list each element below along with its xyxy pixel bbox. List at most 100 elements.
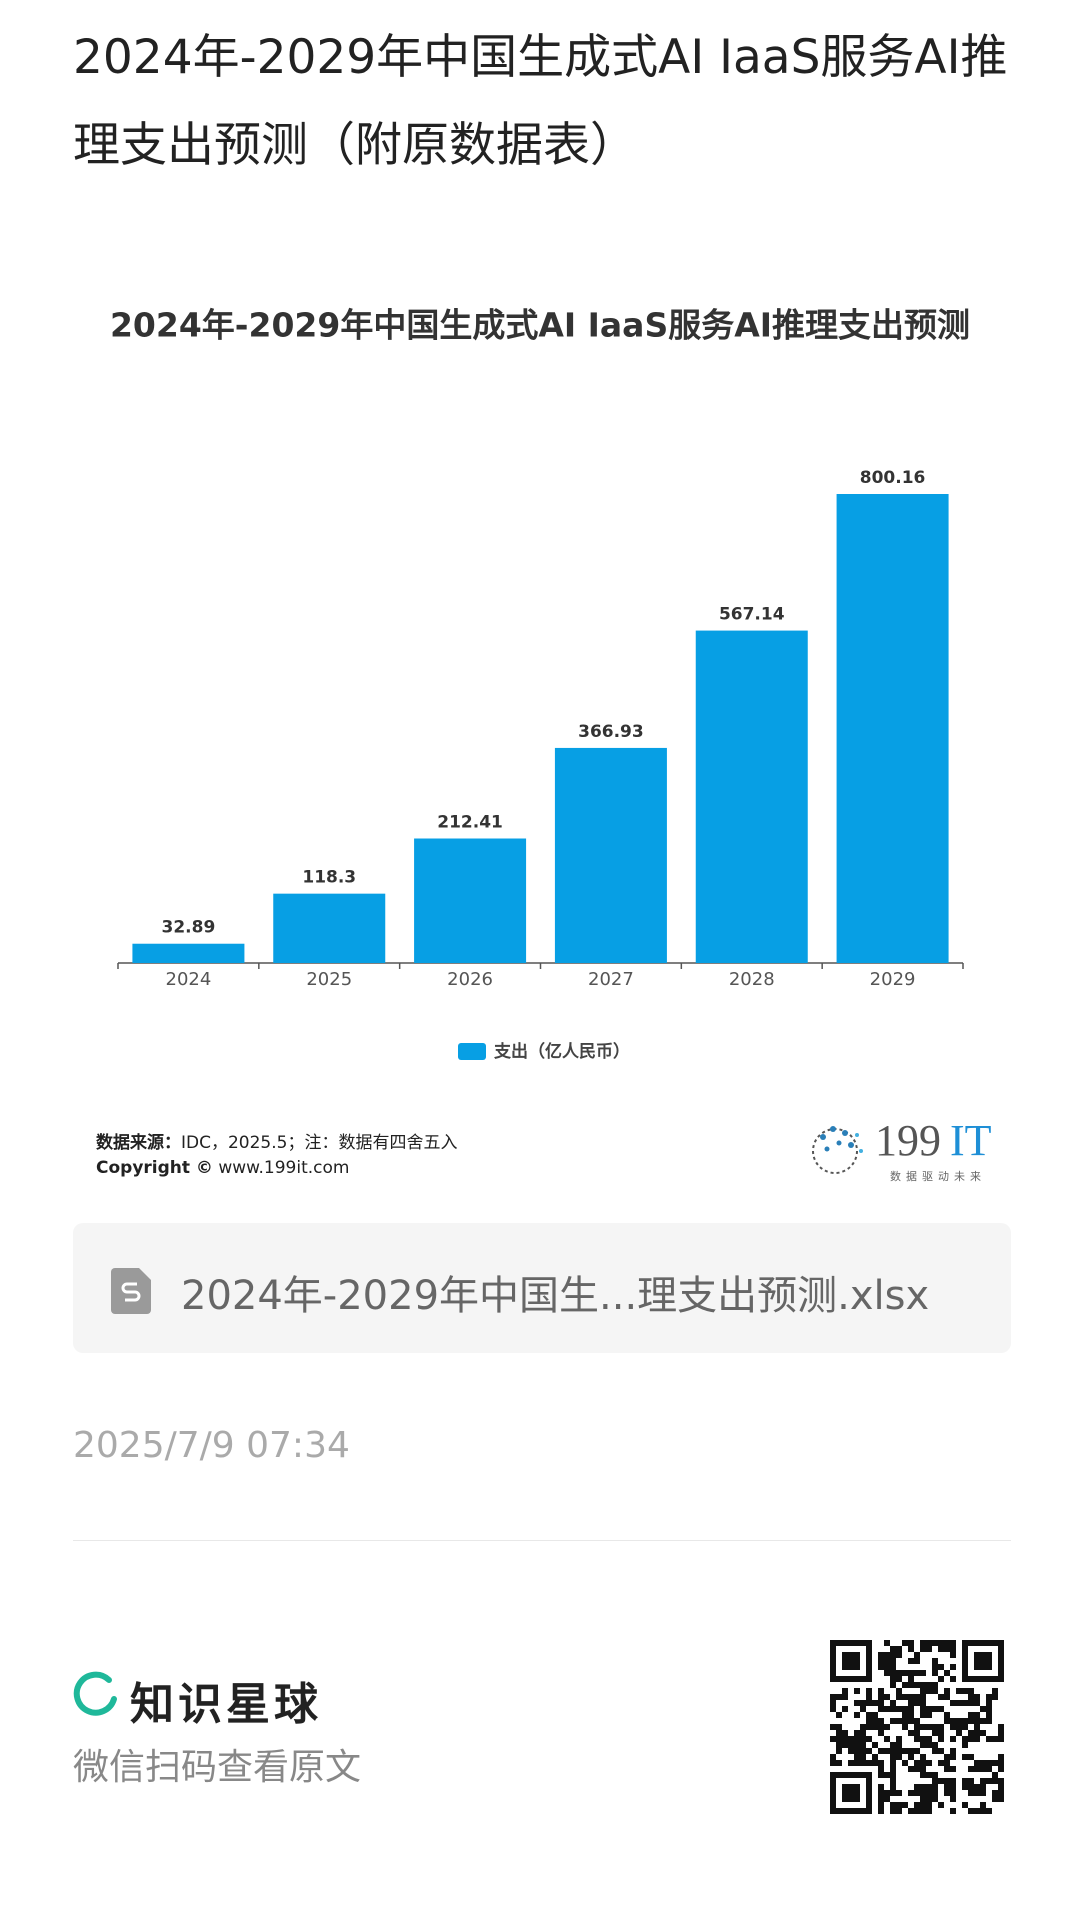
qr-module [890, 1742, 896, 1748]
qr-module [902, 1718, 908, 1724]
qr-module [998, 1676, 1004, 1682]
qr-module [872, 1754, 878, 1760]
qr-module [986, 1658, 992, 1664]
qr-module [938, 1646, 944, 1652]
qr-module [938, 1760, 944, 1766]
qr-module [944, 1778, 950, 1784]
qr-module [842, 1694, 848, 1700]
qr-module [914, 1790, 920, 1796]
qr-module [932, 1748, 938, 1754]
logo-digits: 199 [875, 1116, 941, 1165]
qr-module [980, 1640, 986, 1646]
qr-module [914, 1748, 920, 1754]
attachment-card[interactable]: 2024年-2029年中国生...理支出预测.xlsx [73, 1223, 1011, 1353]
qr-module [830, 1790, 836, 1796]
value-label: 212.41 [437, 812, 503, 832]
qr-module [908, 1676, 914, 1682]
qr-module [842, 1652, 848, 1658]
qr-module [914, 1682, 920, 1688]
x-tick-label: 2024 [166, 969, 212, 990]
qr-module [992, 1772, 998, 1778]
qr-module [878, 1664, 884, 1670]
qr-module [854, 1676, 860, 1682]
qr-module [836, 1724, 842, 1730]
qr-module [938, 1736, 944, 1742]
qr-module [944, 1718, 950, 1724]
qr-module [926, 1682, 932, 1688]
qr-module [896, 1718, 902, 1724]
qr-module [950, 1796, 956, 1802]
qr-module [932, 1688, 938, 1694]
qr-module [872, 1724, 878, 1730]
qr-module [950, 1676, 956, 1682]
qr-module [974, 1640, 980, 1646]
qr-module [962, 1652, 968, 1658]
qr-module [998, 1790, 1004, 1796]
qr-module [878, 1760, 884, 1766]
qr-module [944, 1694, 950, 1700]
qr-module [968, 1676, 974, 1682]
qr-module [866, 1796, 872, 1802]
qr-module [914, 1658, 920, 1664]
qr-module [878, 1718, 884, 1724]
qr-module [866, 1652, 872, 1658]
qr-module [986, 1718, 992, 1724]
qr-module [854, 1658, 860, 1664]
value-label: 800.16 [860, 468, 926, 488]
qr-module [902, 1724, 908, 1730]
qr-module [854, 1730, 860, 1736]
qr-module [950, 1790, 956, 1796]
qr-module [854, 1664, 860, 1670]
qr-module [938, 1694, 944, 1700]
qr-module [974, 1730, 980, 1736]
qr-module [896, 1808, 902, 1814]
qr-module [836, 1730, 842, 1736]
value-label: 366.93 [578, 722, 644, 742]
qr-module [896, 1688, 902, 1694]
qr-module [836, 1742, 842, 1748]
qr-module [938, 1640, 944, 1646]
qr-module [992, 1640, 998, 1646]
x-tick-label: 2026 [447, 969, 493, 990]
qr-module [944, 1784, 950, 1790]
qr-module [932, 1796, 938, 1802]
qr-module [986, 1778, 992, 1784]
qr-module [848, 1748, 854, 1754]
qr-module [884, 1748, 890, 1754]
qr-module [914, 1760, 920, 1766]
qr-module [830, 1778, 836, 1784]
qr-module [830, 1646, 836, 1652]
qr-module [872, 1760, 878, 1766]
value-label: 118.3 [302, 868, 356, 888]
qr-module [836, 1808, 842, 1814]
qr-module [944, 1712, 950, 1718]
qr-module [956, 1718, 962, 1724]
qr-module [920, 1754, 926, 1760]
qr-module [830, 1784, 836, 1790]
qr-module [926, 1802, 932, 1808]
timestamp: 2025/7/9 07:34 [73, 1425, 350, 1466]
qr-module [986, 1640, 992, 1646]
qr-module [950, 1748, 956, 1754]
qr-module [950, 1736, 956, 1742]
qr-module [968, 1784, 974, 1790]
qr-module [878, 1784, 884, 1790]
qr-module [920, 1808, 926, 1814]
qr-module [902, 1712, 908, 1718]
qr-module [962, 1676, 968, 1682]
qr-module [908, 1730, 914, 1736]
qr-module [926, 1712, 932, 1718]
qr-module [896, 1790, 902, 1796]
qr-code [830, 1640, 1004, 1814]
qr-module [896, 1706, 902, 1712]
qr-module [842, 1730, 848, 1736]
qr-module [926, 1790, 932, 1796]
qr-module [920, 1682, 926, 1688]
qr-module [860, 1754, 866, 1760]
qr-module [926, 1736, 932, 1742]
qr-module [884, 1724, 890, 1730]
bar [132, 943, 245, 963]
qr-module [848, 1784, 854, 1790]
qr-module [974, 1652, 980, 1658]
qr-module [992, 1790, 998, 1796]
